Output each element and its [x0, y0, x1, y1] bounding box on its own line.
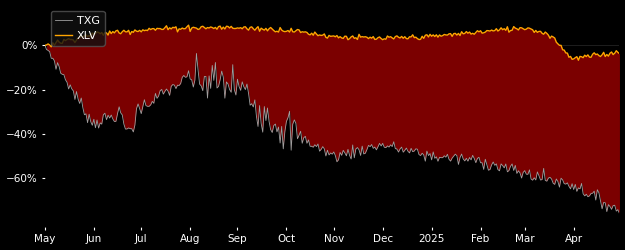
XLV — [616, 52, 623, 55]
TXG — [273, 130, 281, 134]
XLV — [185, 24, 192, 27]
Legend: TXG, XLV: TXG, XLV — [51, 11, 104, 46]
TXG — [534, 170, 541, 173]
TXG — [589, 192, 596, 195]
XLV — [162, 24, 170, 27]
XLV — [574, 59, 582, 62]
XLV — [272, 30, 279, 33]
TXG — [616, 212, 623, 215]
TXG — [270, 124, 278, 127]
TXG — [199, 89, 206, 92]
Line: TXG: TXG — [45, 46, 619, 213]
XLV — [275, 30, 282, 34]
XLV — [592, 53, 599, 56]
TXG — [162, 88, 170, 90]
XLV — [201, 26, 208, 29]
Line: XLV: XLV — [45, 25, 619, 60]
XLV — [41, 44, 49, 47]
XLV — [535, 30, 542, 33]
TXG — [41, 44, 49, 47]
